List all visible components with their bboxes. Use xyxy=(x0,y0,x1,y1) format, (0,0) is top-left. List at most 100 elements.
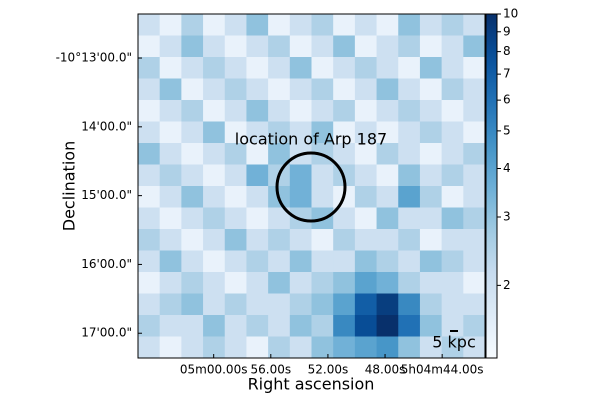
cell xyxy=(398,164,421,187)
cell xyxy=(441,207,464,230)
cell xyxy=(354,336,378,359)
cell xyxy=(181,250,204,273)
cell xyxy=(441,315,464,337)
cell xyxy=(311,35,334,58)
cell xyxy=(376,336,399,359)
cell xyxy=(441,186,464,208)
cell xyxy=(203,272,226,294)
cell xyxy=(376,164,399,187)
cell xyxy=(311,164,334,187)
cell xyxy=(398,35,421,58)
cell xyxy=(376,143,399,165)
cell xyxy=(246,336,269,359)
cell xyxy=(441,272,464,294)
colorbar-tick-label: 8 xyxy=(503,44,511,58)
cell xyxy=(224,315,247,337)
cell xyxy=(181,143,204,165)
cell xyxy=(419,293,443,316)
cell xyxy=(138,315,161,337)
cell xyxy=(181,293,204,316)
cell xyxy=(398,315,421,337)
cell xyxy=(289,293,312,316)
cell xyxy=(398,250,421,273)
cell xyxy=(159,229,182,251)
cell xyxy=(138,164,161,187)
y-tick-label: 16'00.0" xyxy=(81,257,132,271)
cell xyxy=(398,186,421,208)
y-tick-label: 14'00.0" xyxy=(81,119,132,133)
cell xyxy=(224,336,247,359)
cell xyxy=(159,57,182,79)
cell xyxy=(246,78,269,101)
cell xyxy=(463,78,486,101)
cell xyxy=(354,272,378,294)
cell xyxy=(268,57,291,79)
cell xyxy=(333,143,356,165)
cell xyxy=(463,336,486,359)
cell xyxy=(224,121,247,144)
cell xyxy=(398,293,421,316)
cell xyxy=(398,14,421,36)
cell xyxy=(268,315,291,337)
cell xyxy=(224,143,247,165)
cell xyxy=(441,78,464,101)
colorbar xyxy=(485,13,498,359)
cell xyxy=(138,207,161,230)
cell xyxy=(268,272,291,294)
cell xyxy=(376,293,399,316)
cell xyxy=(203,35,226,58)
cell xyxy=(138,186,161,208)
cell xyxy=(138,250,161,273)
cell xyxy=(419,121,443,144)
cell xyxy=(181,100,204,122)
cell xyxy=(181,78,204,101)
cell xyxy=(181,164,204,187)
cell xyxy=(181,315,204,337)
x-tick-label: 48.00s xyxy=(365,363,406,377)
cell xyxy=(246,293,269,316)
cell xyxy=(376,78,399,101)
cell xyxy=(398,100,421,122)
cell xyxy=(376,35,399,58)
cell xyxy=(203,293,226,316)
colorbar-tick-label: 7 xyxy=(503,67,511,81)
cell xyxy=(419,229,443,251)
cell xyxy=(138,229,161,251)
cell xyxy=(311,121,334,144)
cell xyxy=(203,229,226,251)
cell xyxy=(203,78,226,101)
colorbar-tick-label: 3 xyxy=(503,210,511,224)
cell xyxy=(224,250,247,273)
cell xyxy=(224,272,247,294)
cell xyxy=(463,57,486,79)
cell xyxy=(311,315,334,337)
cell xyxy=(398,78,421,101)
cell xyxy=(463,121,486,144)
x-tick-label: 52.00s xyxy=(308,363,349,377)
y-axis-label: Declination xyxy=(60,141,79,231)
cell xyxy=(333,336,356,359)
cell xyxy=(354,35,378,58)
cell xyxy=(289,250,312,273)
cell xyxy=(311,186,334,208)
cell xyxy=(441,250,464,273)
heatmap xyxy=(138,14,486,359)
cell xyxy=(246,100,269,122)
cell xyxy=(159,164,182,187)
cell xyxy=(463,293,486,316)
cell xyxy=(289,57,312,79)
cell xyxy=(376,186,399,208)
cell xyxy=(289,35,312,58)
cell xyxy=(441,121,464,144)
cell xyxy=(311,250,334,273)
cell xyxy=(268,293,291,316)
cell xyxy=(289,336,312,359)
cell xyxy=(203,57,226,79)
cell xyxy=(463,207,486,230)
cell xyxy=(419,207,443,230)
cell xyxy=(441,100,464,122)
cell xyxy=(289,272,312,294)
cell xyxy=(203,164,226,187)
cell xyxy=(311,57,334,79)
cell xyxy=(463,315,486,337)
